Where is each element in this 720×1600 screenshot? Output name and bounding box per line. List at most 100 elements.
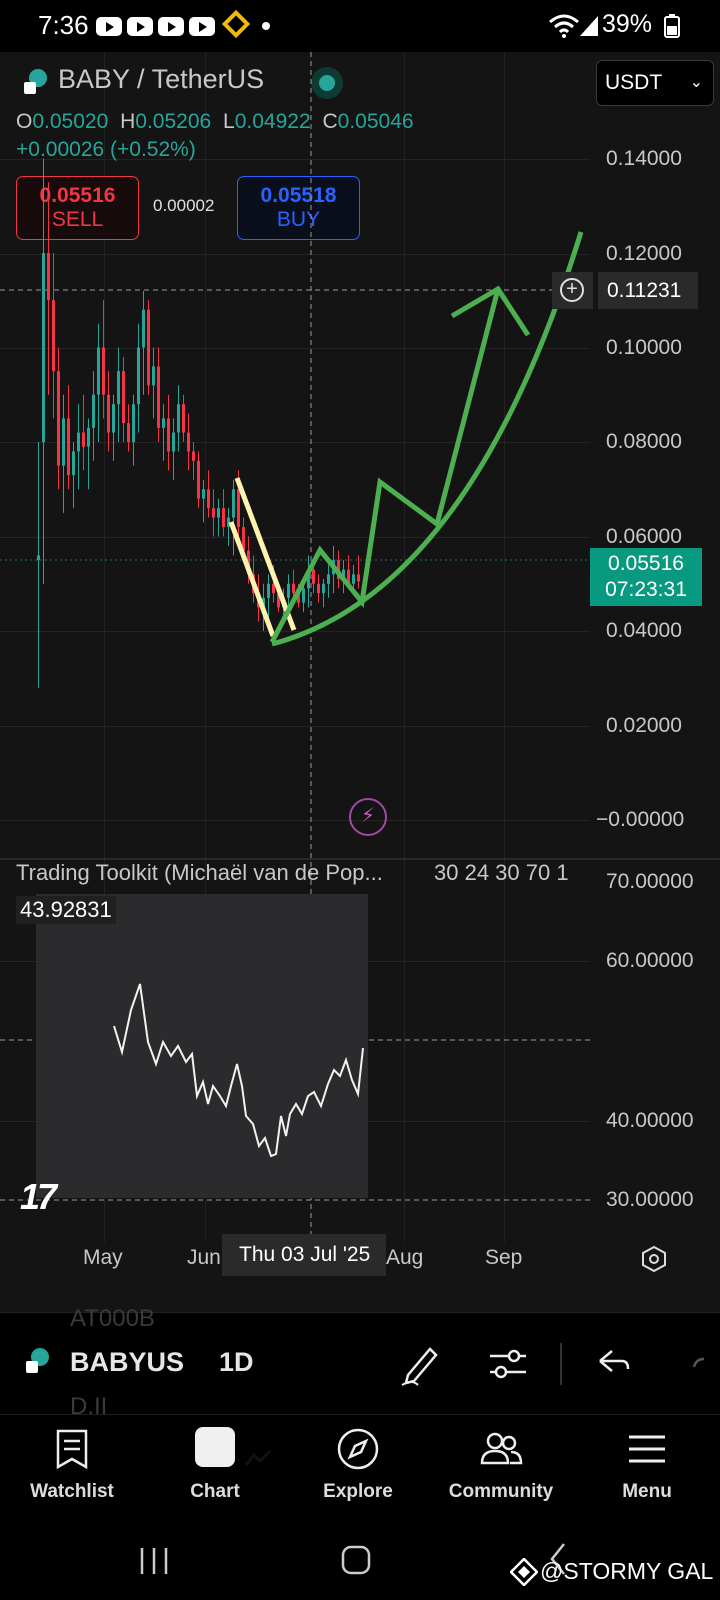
candle-body [167, 418, 170, 452]
grid-line [0, 442, 590, 443]
status-time: 7:36 [38, 10, 89, 40]
tradingview-logo: 17 [20, 1176, 57, 1217]
sell-price: 0.05516 [39, 184, 116, 207]
low-value: 0.04922 [234, 110, 311, 133]
candle-body [232, 489, 235, 518]
candle-body [137, 347, 140, 405]
open-value: 0.05020 [32, 110, 109, 133]
candle-body [62, 418, 65, 466]
nav-watchlist[interactable]: Watchlist [7, 1415, 137, 1525]
candle-body [297, 593, 300, 603]
nav-community[interactable]: Community [436, 1415, 566, 1525]
candle-body [82, 432, 85, 447]
candle-body [317, 583, 320, 594]
candle-body [112, 404, 115, 433]
sell-button[interactable]: 0.05516 SELL [16, 176, 139, 240]
candle-body [242, 527, 245, 551]
candle-body [312, 569, 315, 584]
zigzag-arrow [269, 288, 501, 644]
symbol-logo-icon [24, 69, 47, 94]
currency-select[interactable]: USDT ⌄ [596, 60, 714, 106]
symbol-button[interactable]: BABYUS [70, 1347, 185, 1377]
binance-logo-icon [510, 1558, 538, 1586]
buy-label: BUY [276, 208, 321, 231]
plus-icon: + [560, 278, 584, 302]
grid-line [104, 52, 105, 1242]
grid-line [504, 52, 505, 1242]
indicator-axis-label: 30.00000 [606, 1188, 694, 1211]
candle-body [237, 489, 240, 528]
candle-body [187, 432, 190, 452]
time-axis-label: May [83, 1246, 123, 1269]
indicators-icon[interactable] [486, 1339, 530, 1387]
candle-body [92, 394, 95, 428]
scroll-ghost-text: AT000B [70, 1305, 155, 1332]
price-axis-label: −0.00000 [596, 808, 685, 831]
grid-line [0, 254, 590, 255]
grid-line [404, 52, 405, 1242]
candle-body [157, 366, 160, 428]
candle-body [117, 371, 120, 405]
price-axis-label: 0.02000 [606, 714, 682, 737]
flash-icon[interactable]: ⚡ [349, 798, 387, 836]
candle-body [122, 371, 125, 424]
current-price: 0.05516 [608, 552, 684, 575]
ohlc-row: O0.05020 H0.05206 L0.04922 C0.05046 [16, 110, 414, 133]
candle-body [262, 597, 265, 608]
add-alert-button[interactable]: + [552, 272, 594, 309]
price-axis-label: 0.04000 [606, 619, 682, 642]
chart-pane[interactable]: BABY / TetherUS USDT ⌄ O0.05020 H0.05206… [0, 52, 720, 1312]
back-icon[interactable] [548, 1542, 568, 1576]
recent-apps-icon[interactable] [138, 1546, 170, 1576]
pane-divider[interactable] [0, 858, 720, 860]
candle-body [217, 508, 220, 518]
candle-body [172, 432, 175, 452]
candle-body [272, 583, 275, 594]
status-bar: 7:36 39% [0, 0, 720, 52]
candle-body [47, 253, 50, 301]
grid-line [205, 52, 206, 1242]
grid-line [0, 537, 590, 538]
buy-button[interactable]: 0.05518 BUY [237, 176, 360, 240]
candle-body [72, 451, 75, 476]
nav-menu[interactable]: Menu [582, 1415, 712, 1525]
change-value: +0.00026 (+0.52%) [16, 138, 196, 161]
symbol-logo-icon [26, 1348, 49, 1373]
drawing-annotations [228, 231, 584, 647]
price-axis-label: 0.12000 [606, 242, 682, 265]
time-axis-label: Aug [386, 1246, 424, 1269]
nav-label: Explore [323, 1481, 393, 1502]
arrow-head [450, 285, 531, 337]
pencil-icon[interactable] [398, 1339, 442, 1387]
chevron-down-icon: ⌄ [689, 74, 703, 91]
high-value: 0.05206 [135, 110, 212, 133]
candle-body [307, 569, 310, 589]
candle-body [222, 508, 225, 528]
interval-button[interactable]: 1D [219, 1347, 254, 1377]
candle-body [342, 569, 345, 580]
candle-body [87, 427, 90, 447]
indicator-line [113, 983, 364, 1158]
indicator-params: 30 24 30 70 1 [434, 860, 569, 885]
community-icon [480, 1432, 523, 1465]
settings-icon[interactable] [640, 1245, 668, 1273]
menu-icon [629, 1435, 665, 1463]
candle-body [97, 347, 100, 395]
candle-body [277, 593, 280, 608]
nav-explore[interactable]: Explore [293, 1415, 423, 1525]
nav-label: Menu [622, 1481, 672, 1502]
candle-body [42, 253, 45, 442]
candle-body [327, 574, 330, 584]
home-icon[interactable] [340, 1544, 372, 1576]
redo-icon[interactable] [690, 1339, 720, 1387]
grid-line [0, 726, 590, 727]
candle-body [127, 423, 130, 442]
undo-icon[interactable] [592, 1339, 636, 1387]
candle-body [37, 555, 40, 561]
symbol-title[interactable]: BABY / TetherUS [58, 64, 265, 94]
indicator-title[interactable]: Trading Toolkit (Michaël van de Pop... [16, 860, 383, 885]
compass-icon [337, 1428, 379, 1470]
wifi-icon [549, 14, 579, 38]
nav-chart[interactable]: Chart [150, 1415, 280, 1525]
watermark: @STORMY GAL [540, 1558, 714, 1584]
